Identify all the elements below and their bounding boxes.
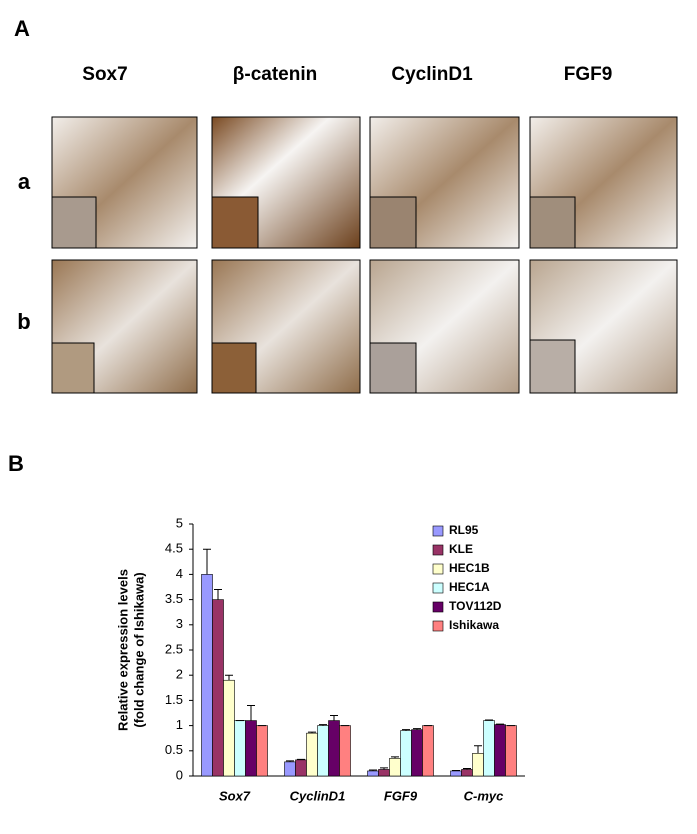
y-tick-label: 3.5	[165, 591, 183, 606]
inset	[369, 342, 417, 394]
inset	[529, 196, 576, 249]
error-bar	[330, 715, 338, 721]
bar	[450, 770, 462, 777]
error-bar	[413, 728, 421, 730]
error-bar	[225, 674, 233, 681]
legend-label: RL95	[449, 523, 479, 537]
error-bar	[463, 767, 471, 770]
column-title: CyclinD1	[391, 64, 473, 85]
bar	[245, 720, 257, 777]
bar	[411, 729, 423, 777]
error-bar	[286, 760, 294, 762]
error-bar	[391, 756, 399, 759]
inset	[369, 196, 417, 249]
y-axis-label: (fold change of Ishikawa)	[131, 572, 146, 727]
legend-swatch	[432, 582, 444, 594]
error-bar	[308, 731, 316, 734]
bar	[472, 753, 484, 777]
bar	[306, 732, 318, 777]
error-bar	[203, 548, 211, 575]
column-title: FGF9	[564, 64, 613, 85]
y-tick-label: 1.5	[165, 692, 183, 707]
bar	[505, 725, 517, 777]
row-label: b	[17, 309, 30, 334]
inset	[51, 196, 97, 249]
inset	[211, 196, 259, 249]
y-tick-label: 1	[176, 717, 183, 732]
legend-swatch	[432, 620, 444, 632]
bar	[378, 769, 390, 777]
micrograph-grid	[51, 116, 678, 394]
legend-label: HEC1B	[449, 561, 490, 575]
x-tick-label: FGF9	[384, 788, 418, 803]
error-bar	[380, 767, 388, 770]
legend-label: Ishikawa	[449, 618, 499, 632]
error-bar	[369, 769, 377, 771]
legend-label: TOV112D	[449, 599, 502, 613]
bar	[223, 679, 235, 777]
column-title: β-catenin	[233, 64, 317, 85]
bar	[212, 599, 224, 777]
row-label: a	[18, 169, 31, 194]
error-bar	[297, 758, 305, 760]
bar	[461, 769, 473, 777]
error-bar	[319, 724, 327, 726]
error-bar	[402, 729, 410, 731]
legend-label: HEC1A	[449, 580, 490, 594]
x-tick-label: C-myc	[464, 788, 505, 803]
bar	[367, 770, 379, 777]
bar	[339, 725, 351, 777]
bar	[400, 730, 412, 777]
error-bar	[247, 704, 255, 721]
bar	[422, 725, 434, 777]
legend-swatch	[432, 544, 444, 556]
legend-swatch	[432, 525, 444, 537]
panel-label: B	[8, 451, 24, 476]
panel-label: A	[14, 16, 30, 41]
bar	[295, 759, 307, 777]
bar	[494, 724, 506, 777]
y-tick-label: 4	[176, 566, 183, 581]
legend-swatch	[432, 601, 444, 613]
bar	[328, 720, 340, 777]
y-tick-label: 2.5	[165, 641, 183, 656]
bar	[389, 758, 401, 777]
bar	[201, 574, 213, 777]
inset	[51, 342, 95, 394]
inset	[529, 339, 576, 394]
error-bar	[214, 589, 222, 600]
bar	[256, 725, 268, 777]
y-tick-label: 5	[176, 515, 183, 530]
error-bar	[474, 745, 482, 754]
legend-swatch	[432, 563, 444, 575]
y-tick-label: 0	[176, 767, 183, 782]
column-title: Sox7	[82, 64, 127, 85]
error-bar	[496, 723, 504, 725]
y-tick-label: 0.5	[165, 742, 183, 757]
x-tick-label: Sox7	[219, 788, 251, 803]
bar	[317, 725, 329, 777]
y-axis-label: Relative expression levels	[115, 569, 130, 731]
x-tick-label: CyclinD1	[290, 788, 346, 803]
inset	[211, 342, 257, 394]
error-bar	[452, 769, 460, 771]
error-bar	[485, 719, 493, 721]
bar	[284, 761, 296, 777]
legend-label: KLE	[449, 542, 473, 556]
bar	[483, 720, 495, 777]
y-tick-label: 2	[176, 667, 183, 682]
bar	[234, 720, 246, 777]
y-tick-label: 4.5	[165, 541, 183, 556]
y-tick-label: 3	[176, 616, 183, 631]
